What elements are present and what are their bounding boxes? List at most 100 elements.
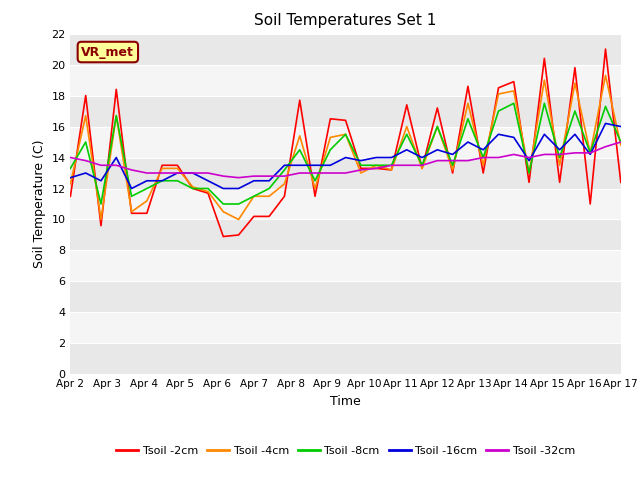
- Tsoil -32cm: [266, 173, 273, 179]
- Tsoil -4cm: [311, 186, 319, 192]
- Tsoil -2cm: [143, 210, 150, 216]
- Tsoil -2cm: [479, 170, 487, 176]
- Tsoil -32cm: [357, 167, 365, 173]
- Tsoil -8cm: [204, 186, 212, 192]
- Tsoil -32cm: [525, 155, 533, 160]
- Tsoil -8cm: [113, 113, 120, 119]
- Tsoil -32cm: [158, 170, 166, 176]
- Tsoil -4cm: [541, 77, 548, 83]
- Tsoil -32cm: [220, 173, 227, 179]
- Tsoil -32cm: [571, 150, 579, 156]
- Tsoil -8cm: [433, 124, 441, 130]
- Tsoil -4cm: [433, 124, 441, 130]
- Tsoil -16cm: [67, 175, 74, 180]
- Tsoil -4cm: [602, 72, 609, 78]
- Tsoil -2cm: [97, 223, 105, 228]
- Tsoil -2cm: [510, 79, 518, 84]
- Tsoil -32cm: [67, 155, 74, 160]
- Tsoil -16cm: [266, 178, 273, 184]
- Tsoil -16cm: [326, 162, 334, 168]
- Tsoil -16cm: [418, 155, 426, 160]
- Tsoil -32cm: [173, 170, 181, 176]
- Tsoil -16cm: [449, 152, 456, 157]
- Line: Tsoil -16cm: Tsoil -16cm: [70, 123, 621, 189]
- Tsoil -4cm: [173, 166, 181, 171]
- Bar: [70, 312, 621, 343]
- Tsoil -4cm: [250, 193, 258, 199]
- Tsoil -8cm: [158, 178, 166, 184]
- Tsoil -8cm: [326, 147, 334, 153]
- Tsoil -16cm: [388, 155, 396, 160]
- Tsoil -2cm: [495, 85, 502, 91]
- Tsoil -4cm: [556, 162, 563, 168]
- Tsoil -16cm: [602, 120, 609, 126]
- Bar: [70, 157, 621, 189]
- Tsoil -2cm: [449, 170, 456, 176]
- Tsoil -8cm: [372, 162, 380, 168]
- Tsoil -4cm: [280, 181, 288, 187]
- Tsoil -4cm: [204, 189, 212, 194]
- Tsoil -2cm: [296, 97, 303, 103]
- Tsoil -2cm: [388, 167, 396, 173]
- Tsoil -8cm: [525, 170, 533, 176]
- Y-axis label: Soil Temperature (C): Soil Temperature (C): [33, 140, 45, 268]
- Tsoil -2cm: [113, 86, 120, 92]
- Tsoil -8cm: [97, 201, 105, 207]
- Bar: [70, 34, 621, 65]
- Tsoil -4cm: [479, 162, 487, 168]
- Tsoil -2cm: [342, 118, 349, 123]
- Tsoil -16cm: [403, 147, 411, 153]
- Tsoil -8cm: [143, 186, 150, 192]
- Tsoil -16cm: [556, 147, 563, 153]
- Tsoil -32cm: [143, 170, 150, 176]
- Tsoil -4cm: [403, 124, 411, 130]
- Tsoil -4cm: [617, 142, 625, 148]
- Tsoil -4cm: [143, 198, 150, 204]
- Tsoil -4cm: [495, 91, 502, 97]
- Tsoil -4cm: [67, 181, 74, 187]
- Tsoil -4cm: [342, 132, 349, 137]
- Tsoil -8cm: [67, 166, 74, 171]
- Tsoil -8cm: [220, 201, 227, 207]
- Line: Tsoil -4cm: Tsoil -4cm: [70, 75, 621, 219]
- Tsoil -8cm: [556, 155, 563, 160]
- Bar: [70, 219, 621, 251]
- Tsoil -2cm: [602, 46, 609, 52]
- Line: Tsoil -8cm: Tsoil -8cm: [70, 103, 621, 204]
- Tsoil -4cm: [510, 88, 518, 94]
- Tsoil -16cm: [128, 186, 136, 192]
- Tsoil -2cm: [556, 180, 563, 185]
- Tsoil -32cm: [418, 162, 426, 168]
- Tsoil -8cm: [128, 193, 136, 199]
- Tsoil -32cm: [372, 166, 380, 171]
- Legend: Tsoil -2cm, Tsoil -4cm, Tsoil -8cm, Tsoil -16cm, Tsoil -32cm: Tsoil -2cm, Tsoil -4cm, Tsoil -8cm, Tsoi…: [111, 441, 580, 460]
- Tsoil -8cm: [280, 167, 288, 173]
- Tsoil -4cm: [449, 167, 456, 173]
- Tsoil -16cm: [235, 186, 243, 192]
- Bar: [70, 127, 621, 157]
- Tsoil -4cm: [189, 184, 196, 190]
- Tsoil -4cm: [128, 209, 136, 215]
- Tsoil -2cm: [525, 180, 533, 185]
- Tsoil -8cm: [464, 116, 472, 121]
- Tsoil -16cm: [113, 155, 120, 160]
- Tsoil -8cm: [266, 186, 273, 192]
- Tsoil -2cm: [128, 210, 136, 216]
- Tsoil -4cm: [372, 162, 380, 168]
- Tsoil -2cm: [189, 186, 196, 192]
- Tsoil -4cm: [266, 193, 273, 199]
- Tsoil -4cm: [571, 80, 579, 86]
- Tsoil -2cm: [220, 234, 227, 240]
- Tsoil -32cm: [82, 158, 90, 164]
- Tsoil -16cm: [525, 158, 533, 164]
- Tsoil -32cm: [556, 152, 563, 157]
- Tsoil -16cm: [617, 124, 625, 130]
- X-axis label: Time: Time: [330, 395, 361, 408]
- Tsoil -8cm: [173, 178, 181, 184]
- Tsoil -16cm: [541, 132, 548, 137]
- Tsoil -32cm: [388, 162, 396, 168]
- Tsoil -4cm: [158, 166, 166, 171]
- Tsoil -16cm: [143, 178, 150, 184]
- Tsoil -32cm: [280, 173, 288, 179]
- Tsoil -8cm: [82, 139, 90, 145]
